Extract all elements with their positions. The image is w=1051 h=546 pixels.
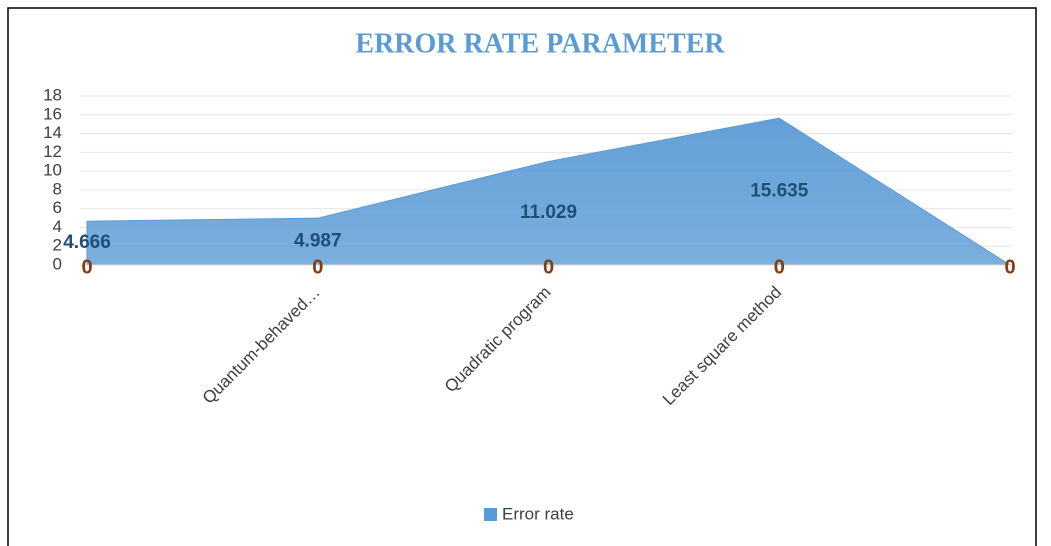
- chart-title: ERROR RATE PARAMETER: [355, 28, 725, 59]
- value-label: 11.029: [520, 202, 577, 223]
- y-tick-label: 18: [43, 85, 62, 104]
- x-tick-label: Quadratic program: [441, 283, 555, 397]
- area: [86, 117, 1012, 266]
- legend-label: Error rate: [502, 504, 574, 523]
- y-tick-label: 0: [53, 254, 62, 273]
- y-tick-label: 12: [43, 142, 62, 161]
- zero-label: 0: [81, 256, 92, 278]
- value-label: 4.987: [294, 231, 342, 252]
- zero-label: 0: [312, 256, 323, 278]
- zero-label: 0: [1004, 256, 1015, 278]
- y-tick-label: 6: [53, 198, 62, 217]
- y-tick-label: 10: [43, 161, 62, 180]
- y-tick-label: 14: [43, 123, 62, 142]
- y-tick-label: 4: [53, 217, 62, 236]
- value-label: 15.635: [750, 181, 809, 202]
- x-tick-label: Least square method: [659, 283, 785, 409]
- frame: [7, 7, 1037, 546]
- value-label: 4.666: [63, 232, 111, 253]
- zero-label: 0: [774, 256, 785, 278]
- legend-swatch: [484, 508, 497, 521]
- x-tick-label: Quantum-behaved…: [199, 283, 324, 408]
- y-tick-label: 16: [43, 104, 62, 123]
- y-tick-label: 2: [53, 236, 62, 255]
- zero-label: 0: [543, 256, 554, 278]
- y-tick-label: 8: [53, 179, 62, 198]
